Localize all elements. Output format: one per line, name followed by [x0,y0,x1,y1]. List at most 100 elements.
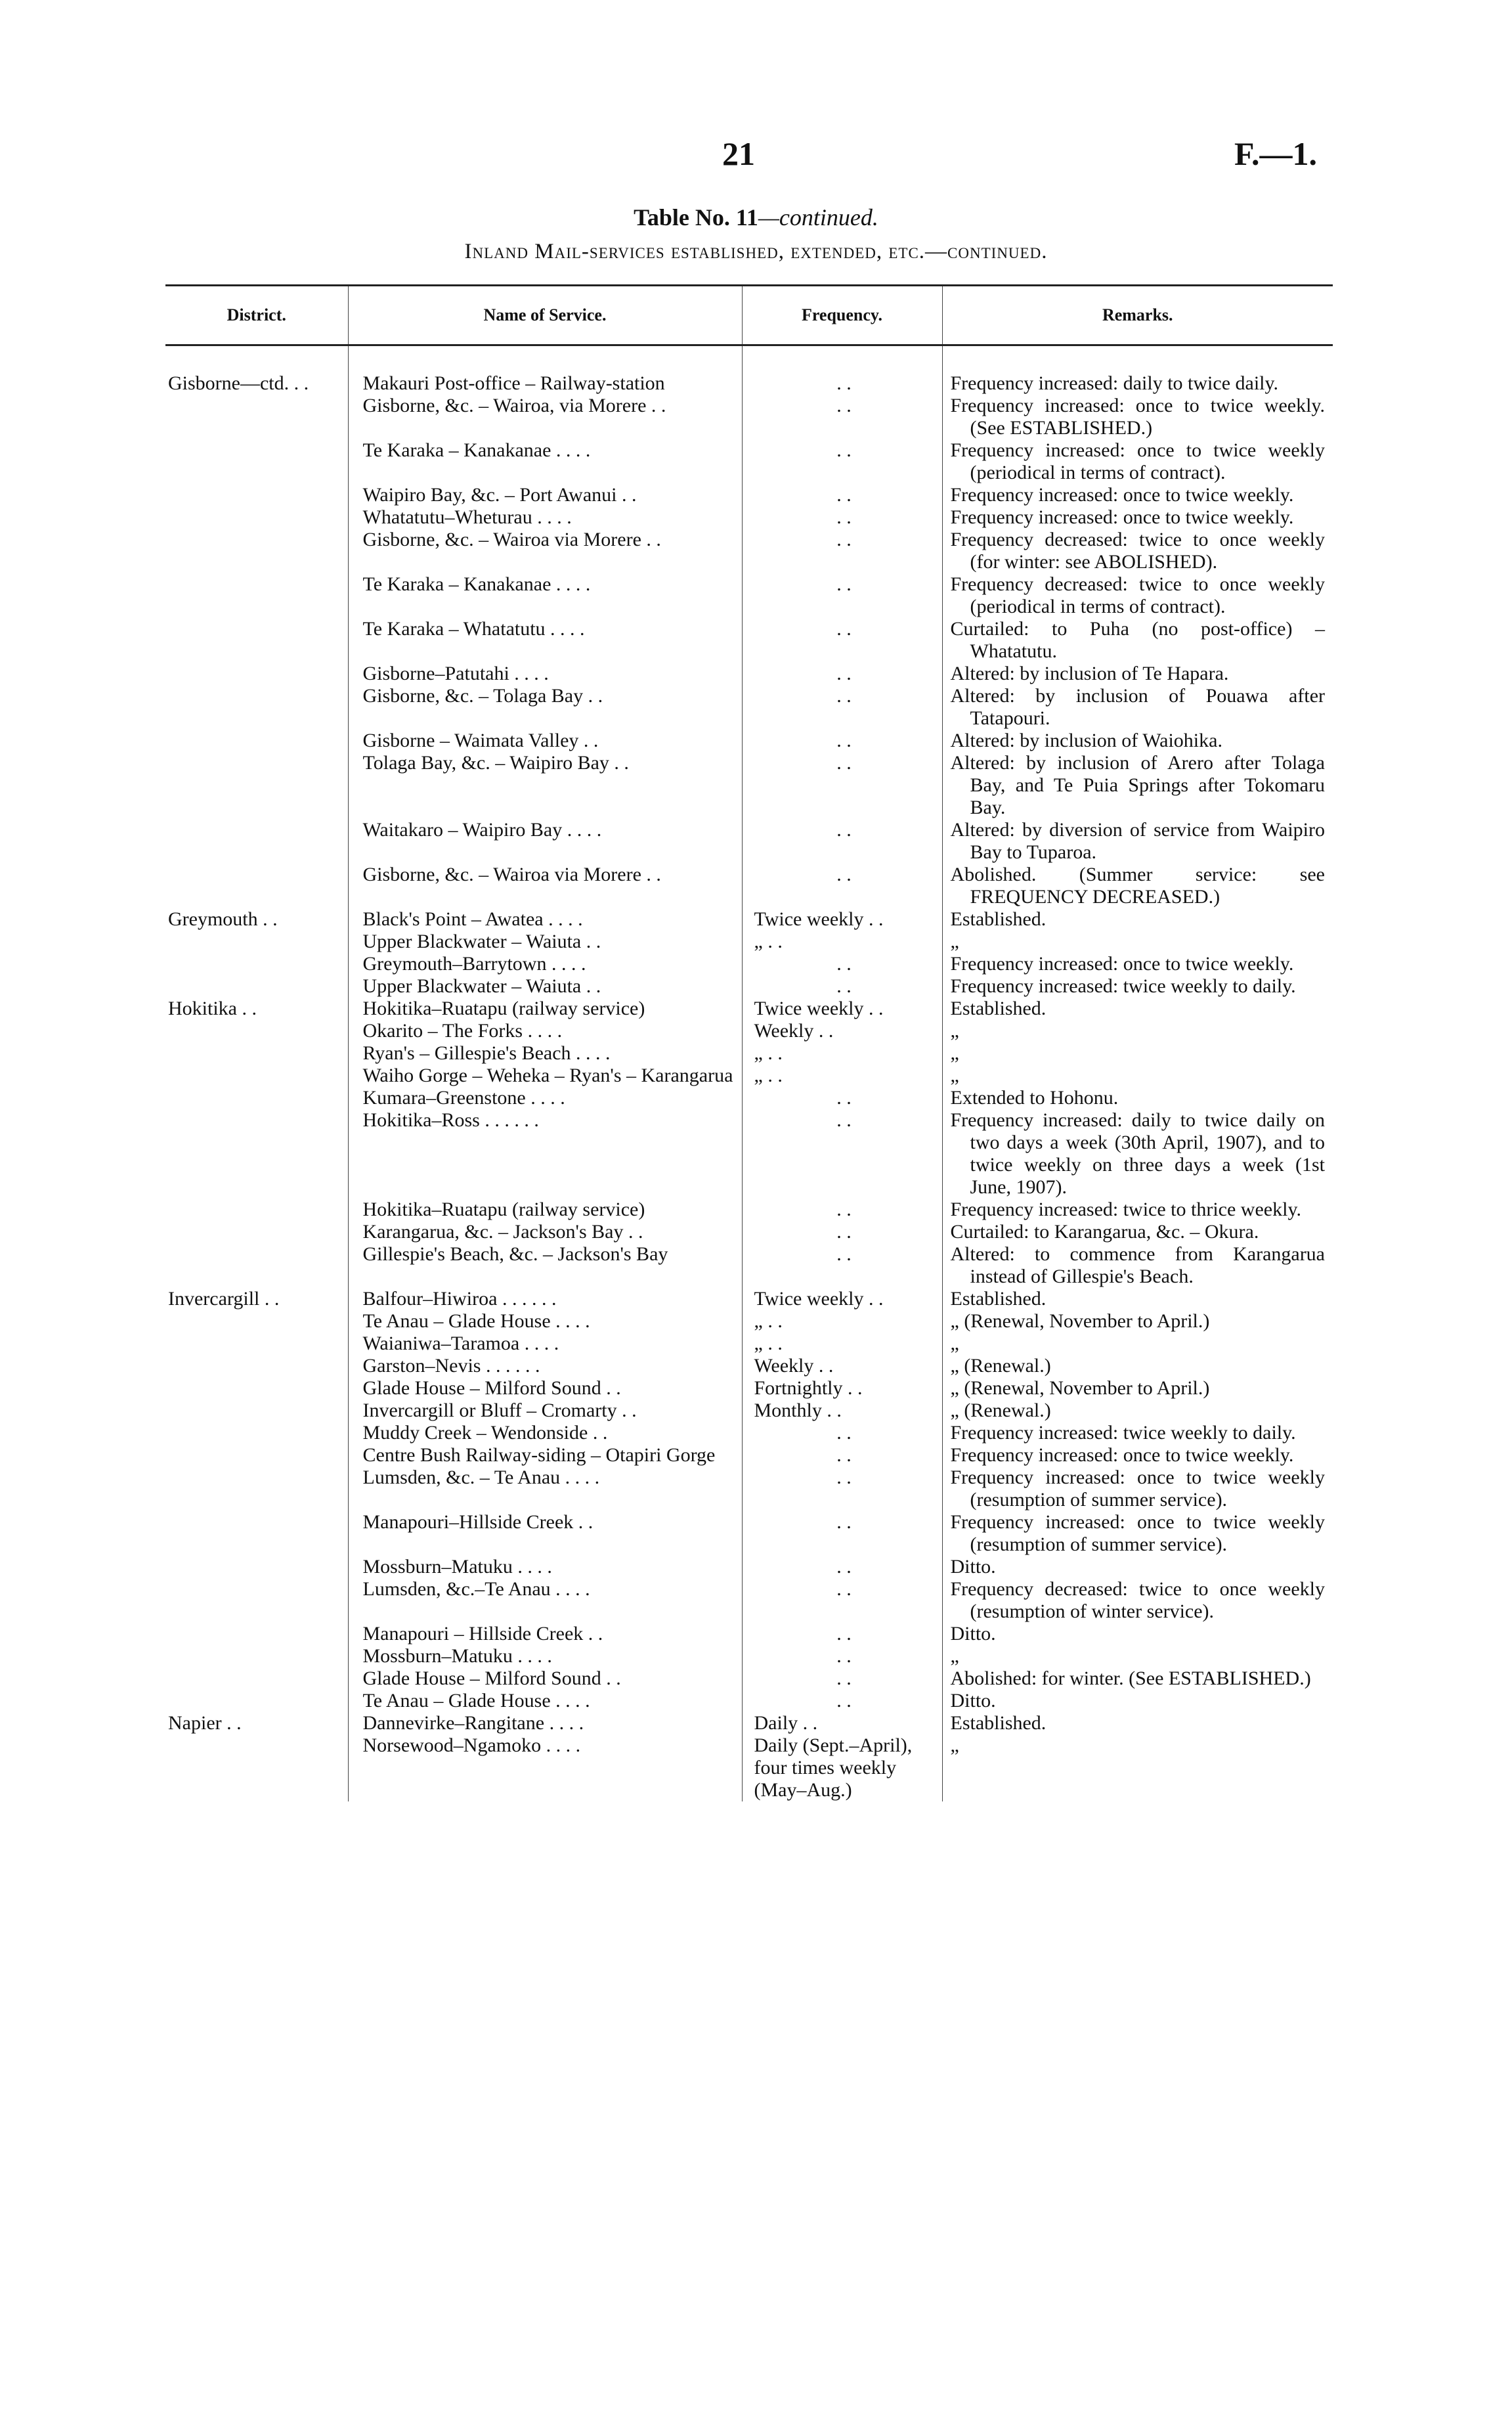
service-remarks-cell: „ [941,1734,1333,1801]
table-row: Te Karaka – Whatatutu . . . . . . Curtaile… [165,618,1333,663]
service-remarks-cell: „ [941,1645,1333,1667]
service-remarks: Altered: to commence from Karangarua ins… [950,1243,1326,1287]
service-frequency-cell: . . [741,1690,942,1712]
service-frequency: . . [836,685,852,707]
service-remarks: „ [950,1042,959,1064]
district-name-cell [165,1645,348,1667]
service-remarks: Altered: by inclusion of Waiohika. [950,730,1222,751]
service-frequency-cell: . . [741,1578,942,1623]
table-row: Waipiro Bay, &c. – Port Awanui . . . . Fre… [165,484,1333,506]
service-name-cell: Muddy Creek – Wendonside . . [347,1422,742,1444]
service-remarks: Frequency decreased: twice to once weekl… [950,529,1326,573]
service-name: Garston–Nevis . . . . . . [362,1355,540,1377]
service-remarks: „ [950,1333,959,1354]
service-name-cell: Hokitika–Ruatapu (railway service) [347,1199,742,1221]
district-name-cell [165,439,348,484]
table-title-suffix: —continued. [758,204,878,231]
service-remarks: Frequency increased: once to twice weekl… [950,953,1294,975]
service-name: Hokitika–Ruatapu (railway service) [362,1199,645,1220]
service-remarks: Frequency increased: once to twice weekl… [950,1511,1326,1555]
service-name: Karangarua, &c. – Jackson's Bay . . [362,1221,643,1243]
table-row: Hokitika–Ross . . . . . . . . Frequency in… [165,1109,1333,1199]
service-frequency-cell: Twice weekly . . [741,1288,942,1310]
district-name-cell [165,1690,348,1712]
district-name: Hokitika . . [168,998,257,1019]
service-frequency: Twice weekly . . [754,908,884,930]
service-frequency: „ . . [754,1042,783,1064]
service-remarks-cell: Extended to Hohonu. [941,1087,1333,1109]
service-frequency-cell: . . [741,1422,942,1444]
service-name-cell: Waitakaro – Waipiro Bay . . . . [347,819,742,864]
district-name: Napier . . [168,1712,242,1734]
service-remarks: Frequency increased: once to twice weekl… [950,395,1326,439]
service-name: Te Karaka – Kanakanae . . . . [362,439,591,461]
service-name-cell: Lumsden, &c.–Te Anau . . . . [347,1578,742,1623]
district-name-cell [165,1243,348,1288]
service-name: Lumsden, &c. – Te Anau . . . . [362,1467,600,1488]
table-row: Muddy Creek – Wendonside . . . . Frequency… [165,1422,1333,1444]
service-remarks-cell: Ditto. [941,1556,1333,1578]
service-frequency: . . [836,1556,852,1578]
table-row: Gisborne, &c. – Tolaga Bay . . . . Altered… [165,685,1333,730]
column-header-frequency: Frequency. [741,284,942,346]
service-remarks-cell: Frequency increased: twice to thrice wee… [941,1199,1333,1221]
service-name: Black's Point – Awatea . . . . [362,908,583,930]
service-name-cell: Te Karaka – Kanakanae . . . . [347,573,742,618]
service-name-cell: Invercargill or Bluff – Cromarty . . [347,1400,742,1422]
district-name-cell [165,1221,348,1243]
column-header-district: District. [165,284,348,346]
district-name-cell [165,1467,348,1511]
service-name: Glade House – Milford Sound . . [362,1667,621,1689]
service-frequency-cell: . . [741,439,942,484]
service-name: Upper Blackwater – Waiuta . . [362,931,601,952]
service-frequency-cell: Weekly . . [741,1020,942,1042]
service-remarks-cell: Altered: to commence from Karangarua ins… [941,1243,1333,1288]
service-frequency-cell: . . [741,618,942,663]
service-remarks-cell: „ [941,1333,1333,1355]
service-name: Manapouri–Hillside Creek . . [362,1511,594,1533]
service-name: Gisborne, &c. – Tolaga Bay . . [362,685,603,707]
service-remarks: „ [950,1645,959,1667]
service-frequency: . . [836,819,852,841]
service-name-cell: Norsewood–Ngamoko . . . . [347,1734,742,1801]
service-remarks: Established. [950,908,1047,930]
district-name-cell [165,1734,348,1801]
service-frequency-cell: . . [741,819,942,864]
service-frequency-cell: Fortnightly . . [741,1377,942,1400]
service-remarks: Altered: by inclusion of Arero after Tol… [950,752,1326,818]
service-frequency: „ . . [754,1065,783,1086]
table-row: Te Anau – Glade House . . . . . . Ditto. [165,1690,1333,1712]
district-name-cell: Hokitika . . [165,998,348,1020]
service-remarks: Extended to Hohonu. [950,1087,1119,1109]
service-remarks: Altered: by inclusion of Te Hapara. [950,663,1229,684]
table-row: Gisborne, &c. – Wairoa, via Morere . . . … [165,395,1333,439]
service-frequency-cell: Weekly . . [741,1355,942,1377]
service-frequency-cell: . . [741,529,942,573]
service-name: Gisborne–Patutahi . . . . [362,663,549,684]
service-frequency-cell: . . [741,1243,942,1288]
district-name-cell [165,819,348,864]
table-row: Te Anau – Glade House . . . . „ . . „ (Ren… [165,1310,1333,1333]
service-remarks-cell: Frequency increased: twice weekly to dai… [941,975,1333,998]
service-name-cell: Gillespie's Beach, &c. – Jackson's Bay [347,1243,742,1288]
table-row: Manapouri–Hillside Creek . . . . Frequency… [165,1511,1333,1556]
service-name: Glade House – Milford Sound . . [362,1377,621,1399]
service-frequency: . . [836,506,852,528]
table-row: Waitakaro – Waipiro Bay . . . . . . Altere… [165,819,1333,864]
district-name-cell [165,1199,348,1221]
service-remarks: Altered: by inclusion of Pouawa after Ta… [950,685,1326,729]
service-name-cell: Hokitika–Ruatapu (railway service) [347,998,742,1020]
service-name-cell: Gisborne, &c. – Wairoa via Morere . . [347,864,742,908]
service-name-cell: Upper Blackwater – Waiuta . . [347,975,742,998]
service-frequency: Weekly . . [754,1355,834,1377]
service-remarks-cell: Frequency increased: twice weekly to dai… [941,1422,1333,1444]
service-remarks-cell: Established. [941,908,1333,931]
service-remarks-cell: Frequency increased: once to twice weekl… [941,506,1333,529]
service-frequency-cell: . . [741,1444,942,1467]
service-frequency-cell: „ . . [741,1042,942,1065]
service-name: Kumara–Greenstone . . . . [362,1087,565,1109]
service-remarks-cell: „ [941,931,1333,953]
district-name-cell [165,752,348,819]
table-row: Gillespie's Beach, &c. – Jackson's Bay . … [165,1243,1333,1288]
service-frequency-cell: . . [741,1511,942,1556]
